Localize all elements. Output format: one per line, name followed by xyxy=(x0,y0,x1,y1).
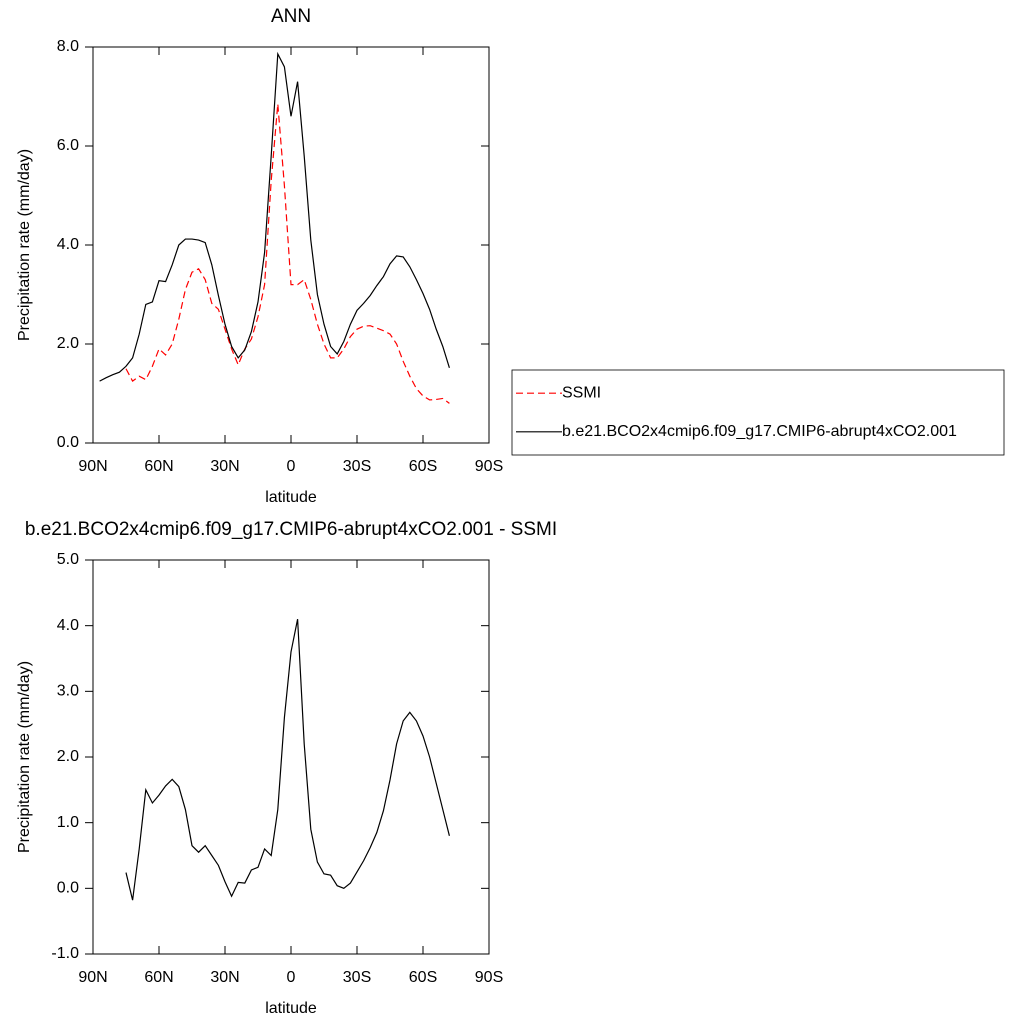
y-tick-label: 2.0 xyxy=(57,748,79,765)
y-tick-label: 6.0 xyxy=(57,137,79,154)
x-tick-label: 60S xyxy=(409,969,437,986)
y-tick-label: 1.0 xyxy=(57,814,79,831)
x-axis-label: latitude xyxy=(265,489,317,506)
y-tick-label: -1.0 xyxy=(51,945,79,962)
y-tick-label: 5.0 xyxy=(57,551,79,568)
y-tick-label: 2.0 xyxy=(57,335,79,352)
chart-title: ANN xyxy=(271,6,311,27)
x-tick-label: 90S xyxy=(475,969,503,986)
x-tick-label: 30S xyxy=(343,458,371,475)
y-tick-label: 3.0 xyxy=(57,683,79,700)
y-tick-label: 0.0 xyxy=(57,434,79,451)
plot-frame xyxy=(92,46,490,444)
y-tick-label: 4.0 xyxy=(57,236,79,253)
x-tick-label: 60N xyxy=(144,969,173,986)
x-tick-label: 30S xyxy=(343,969,371,986)
x-tick-label: 60S xyxy=(409,458,437,475)
legend-label: SSMI xyxy=(562,384,601,401)
x-tick-label: 90S xyxy=(475,458,503,475)
x-axis-label: latitude xyxy=(265,1000,317,1017)
x-tick-label: 60N xyxy=(144,458,173,475)
y-tick-label: 4.0 xyxy=(57,617,79,634)
x-tick-label: 30N xyxy=(210,969,239,986)
chart-title: b.e21.BCO2x4cmip6.f09_g17.CMIP6-abrupt4x… xyxy=(25,519,557,540)
x-tick-label: 0 xyxy=(287,458,296,475)
x-tick-label: 0 xyxy=(287,969,296,986)
data-line xyxy=(125,618,450,901)
x-tick-label: 30N xyxy=(210,458,239,475)
y-tick-label: 0.0 xyxy=(57,880,79,897)
x-tick-label: 90N xyxy=(78,969,107,986)
y-axis-label: Precipitation rate (mm/day) xyxy=(16,661,33,853)
x-tick-label: 90N xyxy=(78,458,107,475)
legend-label: b.e21.BCO2x4cmip6.f09_g17.CMIP6-abrupt4x… xyxy=(562,423,957,440)
legend-box xyxy=(511,369,1005,456)
y-axis-label: Precipitation rate (mm/day) xyxy=(16,149,33,341)
data-line xyxy=(125,103,450,404)
data-line xyxy=(99,51,450,382)
y-tick-label: 8.0 xyxy=(57,38,79,55)
